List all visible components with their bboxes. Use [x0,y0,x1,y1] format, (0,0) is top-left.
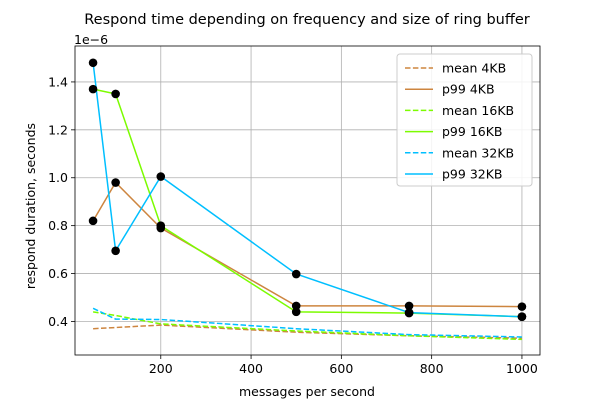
y-tick-label: 0.8 [48,218,68,233]
y-offset-label: 1e−6 [74,32,108,47]
y-tick-label: 1.2 [48,122,68,137]
data-point [291,307,301,317]
data-point [404,301,414,311]
x-tick-label: 1000 [506,361,538,376]
series-line-mean-16kb [92,311,522,341]
data-point [88,216,98,226]
data-point [517,302,527,311]
legend-entry-label: mean 16KB [442,103,514,118]
y-tick-label: 0.4 [48,314,68,329]
plot-frame [74,45,541,356]
chart-title: Respond time depending on frequency and … [84,12,530,28]
series-lines [92,62,522,341]
series-line-p99-32kb [92,62,522,318]
legend-entry-label: mean 4KB [442,61,506,76]
x-axis-label: messages per second [239,384,375,399]
legend-items: mean 4KB p99 4KB mean 16KB p99 16KB mean 32K… [405,61,514,182]
series-line-p99-4kb [92,181,522,308]
data-point [88,58,98,68]
y-axis-label: respond duration, seconds [23,123,38,289]
x-tick-label: 600 [329,361,353,376]
series-line-mean-32kb [92,307,522,338]
tick-layer: 200 400 600 800 1000 0.4 0.6 0.8 1.0 1.2 1.4 [48,74,538,376]
data-point [111,246,120,256]
legend-entry-label: p99 16KB [442,124,503,139]
y-tick-label: 1.0 [48,170,68,185]
series-markers [88,58,527,321]
data-point [291,301,301,311]
legend-entry-label: mean 32KB [442,145,514,160]
data-point [111,89,120,99]
data-point [111,178,120,187]
legend-entry-label: p99 32KB [442,167,503,182]
legend: mean 4KB p99 4KB mean 16KB p99 16KB mean 32K… [396,53,533,187]
x-tick-label: 200 [149,361,173,376]
data-point [404,308,414,317]
data-point [88,84,98,94]
x-tick-label: 800 [420,361,444,376]
data-point [291,269,301,279]
legend-entry-label: p99 4KB [442,82,495,97]
y-tick-label: 1.4 [48,74,68,89]
data-point [517,312,527,321]
y-tick-label: 0.6 [48,266,68,281]
data-point [156,221,166,230]
data-point [156,172,166,181]
x-tick-label: 400 [239,361,263,376]
